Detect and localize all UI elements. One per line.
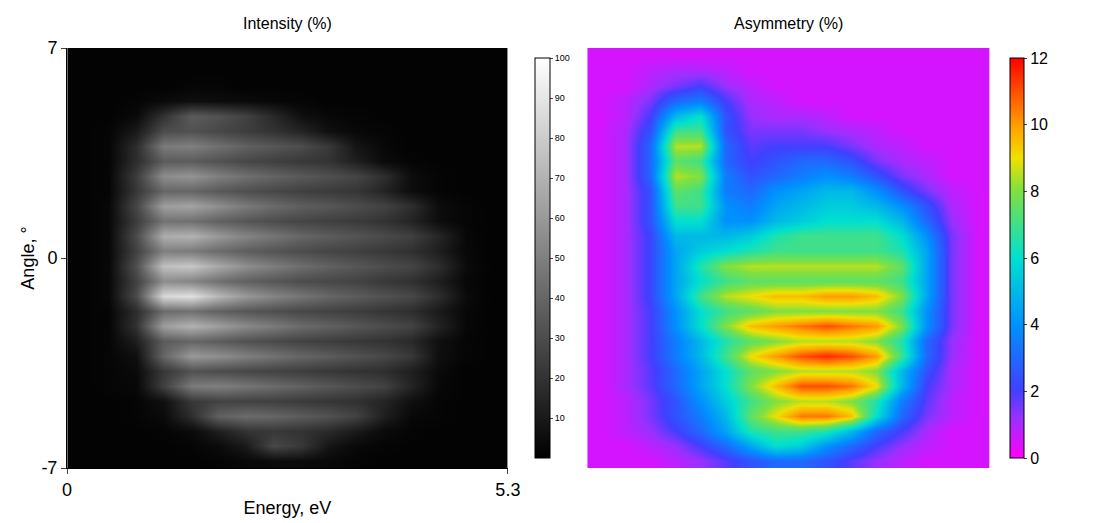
svg-text:0: 0	[62, 480, 72, 500]
svg-text:12: 12	[1030, 50, 1048, 67]
svg-text:50: 50	[555, 253, 565, 263]
svg-text:0: 0	[47, 248, 57, 268]
svg-text:Energy, eV: Energy, eV	[244, 498, 332, 518]
svg-text:60: 60	[555, 213, 565, 223]
svg-text:100: 100	[555, 53, 570, 63]
svg-text:90: 90	[555, 93, 565, 103]
svg-text:7: 7	[47, 38, 57, 58]
svg-text:Angle, °: Angle, °	[18, 226, 38, 289]
svg-text:2: 2	[1030, 383, 1039, 400]
svg-text:5.3: 5.3	[495, 480, 520, 500]
svg-text:30: 30	[555, 333, 565, 343]
svg-text:40: 40	[555, 293, 565, 303]
svg-text:70: 70	[555, 173, 565, 183]
svg-text:20: 20	[555, 373, 565, 383]
svg-text:-7: -7	[41, 458, 57, 478]
svg-text:Asymmetry (%): Asymmetry (%)	[734, 15, 843, 32]
svg-text:80: 80	[555, 133, 565, 143]
svg-text:8: 8	[1030, 183, 1039, 200]
svg-text:4: 4	[1030, 316, 1039, 333]
svg-text:10: 10	[1030, 116, 1048, 133]
svg-text:0: 0	[1030, 450, 1039, 467]
svg-text:6: 6	[1030, 250, 1039, 267]
svg-text:10: 10	[555, 413, 565, 423]
svg-text:Intensity (%): Intensity (%)	[243, 15, 332, 32]
